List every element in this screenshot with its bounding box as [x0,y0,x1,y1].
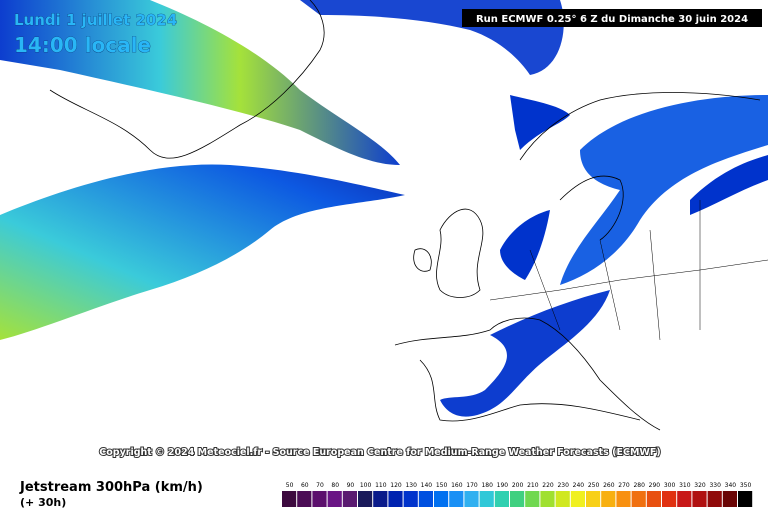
scale-label: 280 [633,482,645,489]
color-swatch [540,491,555,507]
jet-stream [560,95,768,285]
scale-label: 60 [301,482,309,489]
color-swatch [479,491,494,507]
scale-label: 230 [557,482,569,489]
color-swatch [510,491,525,507]
scale-label: 180 [481,482,493,489]
scale-label: 300 [664,482,676,489]
color-swatch [418,491,433,507]
forecast-time: 14:00 locale [14,33,151,57]
jet-stream [440,290,610,417]
run-box [462,9,762,27]
scale-label: 160 [451,482,463,489]
color-scale: 50 60 70 80 90 100 110 120 130 140 150 160 170 180 190… [282,482,753,507]
scale-label: 70 [316,482,324,489]
color-swatch [662,491,677,507]
scale-label: 310 [679,482,691,489]
color-swatch [692,491,707,507]
scale-label: 90 [347,482,355,489]
legend-title: Jetstream 300hPa (km/h) [19,480,203,495]
jet-stream [0,0,400,165]
scale-label: 100 [360,482,372,489]
color-swatch [494,491,509,507]
color-swatch [403,491,418,507]
color-swatch [631,491,646,507]
scale-label: 220 [542,482,554,489]
jet-stream [510,95,570,150]
scale-label: 250 [588,482,600,489]
coastline [559,175,624,241]
coastline [394,317,661,431]
color-swatch [434,491,449,507]
color-swatch [342,491,357,507]
scale-label: 330 [709,482,721,489]
scale-label: 200 [512,482,524,489]
jet-stream [690,155,768,215]
color-swatch [358,491,373,507]
legend-subtitle: (+ 30h) [20,496,66,509]
coastline [419,359,641,422]
color-swatch [464,491,479,507]
color-swatch [738,491,753,507]
color-swatch [373,491,388,507]
scale-label: 190 [497,482,509,489]
color-swatch [282,491,297,507]
jet-stream [500,210,550,280]
scale-label: 150 [436,482,448,489]
color-swatch [388,491,403,507]
color-swatch [570,491,585,507]
run-info: Run ECMWF 0.25° 6 Z du Dimanche 30 juin … [476,14,748,25]
scale-label: 320 [694,482,706,489]
coastline [49,0,325,159]
coastline [519,92,761,161]
scale-label: 110 [375,482,387,489]
color-swatch [677,491,692,507]
scale-label: 350 [740,482,752,489]
color-swatch [297,491,312,507]
coastline [436,208,484,298]
map-area [0,0,768,431]
color-swatch [525,491,540,507]
color-swatch [722,491,737,507]
scale-label: 120 [390,482,402,489]
coastline [413,248,432,272]
color-swatch [707,491,722,507]
border [489,200,768,341]
scale-label: 170 [466,482,478,489]
jet-stream [0,164,405,340]
color-swatch [312,491,327,507]
color-swatch [449,491,464,507]
color-swatch [646,491,661,507]
scale-label: 260 [603,482,615,489]
color-swatch [327,491,342,507]
copyright: Copyright © 2024 Meteociel.fr - Source E… [99,447,660,458]
scale-label: 270 [618,482,630,489]
scale-label: 130 [405,482,417,489]
color-swatch [555,491,570,507]
scale-label: 240 [573,482,585,489]
scale-label: 290 [649,482,661,489]
color-swatch [601,491,616,507]
scale-label: 210 [527,482,539,489]
color-swatch [616,491,631,507]
scale-label: 80 [331,482,339,489]
forecast-date: Lundi 1 juillet 2024 [14,11,177,29]
scale-label: 340 [725,482,737,489]
color-swatch [586,491,601,507]
scale-label: 140 [421,482,433,489]
scale-label: 50 [286,482,294,489]
